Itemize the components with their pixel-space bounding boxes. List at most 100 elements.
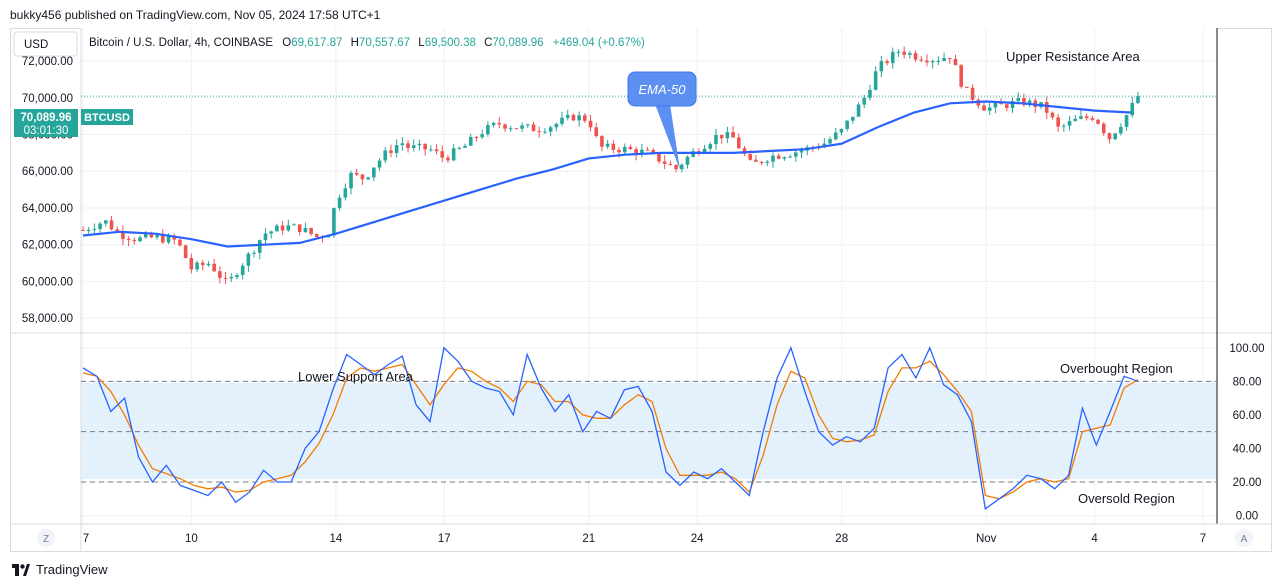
currency-button[interactable]: USD bbox=[13, 31, 78, 57]
lower-support-label: Lower Support Area bbox=[298, 369, 414, 384]
candle bbox=[183, 244, 188, 259]
auto-scale-button[interactable]: A bbox=[1235, 529, 1253, 547]
candle bbox=[725, 126, 730, 144]
candle bbox=[257, 239, 262, 260]
candle bbox=[263, 227, 268, 244]
candle bbox=[354, 168, 359, 177]
candle bbox=[856, 102, 861, 117]
candle bbox=[486, 121, 490, 137]
candle bbox=[520, 122, 524, 133]
candle bbox=[839, 128, 844, 136]
candle bbox=[588, 114, 593, 132]
candle bbox=[332, 207, 336, 239]
candle bbox=[206, 260, 211, 267]
candle bbox=[1044, 96, 1049, 120]
candle bbox=[531, 121, 536, 132]
price-axis-ticks: 58,000.00 60,000.00 62,000.00 64,000.00 66,0… bbox=[22, 56, 73, 325]
candle bbox=[480, 129, 484, 140]
candle bbox=[337, 194, 342, 211]
candle bbox=[200, 259, 205, 271]
candle bbox=[1136, 92, 1140, 104]
candle bbox=[1056, 113, 1060, 132]
candle bbox=[765, 160, 770, 167]
price-tick-label: 58,000.00 bbox=[22, 313, 73, 325]
candle bbox=[1113, 132, 1117, 141]
candle bbox=[343, 183, 348, 201]
candle bbox=[754, 155, 758, 162]
candle bbox=[463, 143, 467, 148]
candle bbox=[622, 143, 627, 156]
currency-label: USD bbox=[24, 39, 48, 51]
candle bbox=[406, 140, 410, 153]
candle bbox=[833, 128, 838, 141]
legend-low: 69,500.38 bbox=[425, 37, 476, 49]
candle bbox=[474, 135, 479, 142]
candle bbox=[657, 152, 661, 164]
stochastic-tick-label: 20.00 bbox=[1233, 477, 1262, 489]
candle bbox=[577, 111, 581, 127]
candle bbox=[548, 125, 553, 137]
zoom-label: Z bbox=[43, 534, 49, 545]
candle bbox=[372, 167, 376, 182]
candle bbox=[679, 163, 684, 173]
candle bbox=[1101, 121, 1106, 137]
candle bbox=[223, 271, 228, 284]
candle bbox=[377, 158, 382, 172]
candle bbox=[109, 216, 114, 231]
candle bbox=[383, 147, 388, 164]
candle bbox=[121, 225, 125, 246]
time-tick-label: 17 bbox=[438, 533, 451, 545]
price-tick-label: 72,000.00 bbox=[22, 56, 73, 68]
time-tick-label: 28 bbox=[835, 533, 848, 545]
candle bbox=[731, 126, 735, 138]
candle bbox=[252, 250, 256, 258]
footer-brand[interactable]: TradingView bbox=[12, 562, 108, 577]
candle bbox=[126, 236, 131, 247]
candle bbox=[1016, 92, 1021, 103]
candle bbox=[959, 63, 963, 89]
candle bbox=[873, 66, 878, 91]
candle bbox=[1096, 118, 1100, 125]
candle bbox=[1084, 113, 1089, 121]
price-tick-label: 62,000.00 bbox=[22, 240, 73, 252]
legend-symbol: Bitcoin / U.S. Dollar, 4h, COINBASE bbox=[89, 37, 273, 49]
candle bbox=[879, 56, 884, 78]
badge-ticker: BTCUSD bbox=[84, 112, 130, 124]
overbought-label: Overbought Region bbox=[1060, 361, 1173, 376]
candle bbox=[1005, 102, 1009, 112]
candle bbox=[662, 155, 667, 170]
stochastic-band bbox=[81, 383, 1217, 479]
candle bbox=[1090, 115, 1095, 122]
candle bbox=[434, 144, 439, 155]
candle bbox=[411, 139, 416, 152]
candle bbox=[1119, 123, 1123, 136]
badge-price: 70,089.96 bbox=[20, 112, 71, 124]
candle bbox=[240, 263, 245, 280]
candle bbox=[1067, 115, 1072, 131]
candle bbox=[86, 227, 91, 234]
candle bbox=[508, 125, 513, 132]
candle bbox=[389, 144, 393, 158]
candle bbox=[890, 47, 895, 69]
candle bbox=[982, 102, 986, 111]
auto-label: A bbox=[1241, 534, 1248, 545]
published-header: bukky456 published on TradingView.com, N… bbox=[10, 8, 381, 22]
candle bbox=[132, 237, 137, 245]
candle bbox=[366, 176, 370, 181]
stochastic-tick-label: 40.00 bbox=[1233, 443, 1262, 455]
candle bbox=[987, 102, 992, 116]
upper-resistance-label: Upper Resistance Area bbox=[1006, 49, 1140, 64]
price-tick-label: 66,000.00 bbox=[22, 166, 73, 178]
candle bbox=[908, 50, 912, 59]
zoom-button[interactable]: Z bbox=[37, 529, 55, 547]
candle bbox=[554, 122, 559, 132]
candle bbox=[491, 121, 496, 128]
candle bbox=[1079, 109, 1083, 120]
candle bbox=[571, 113, 576, 122]
time-tick-label: 24 bbox=[691, 533, 704, 545]
ema-50-line bbox=[82, 100, 1131, 248]
candle bbox=[1062, 123, 1066, 132]
candle bbox=[919, 56, 924, 63]
candle bbox=[714, 128, 718, 150]
